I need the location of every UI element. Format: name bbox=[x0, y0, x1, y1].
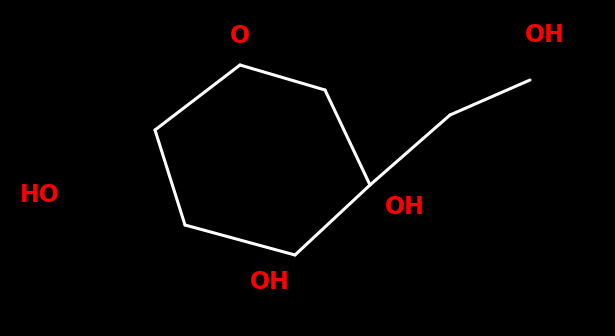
Text: OH: OH bbox=[250, 270, 290, 294]
Text: HO: HO bbox=[20, 183, 60, 207]
Text: OH: OH bbox=[385, 195, 425, 219]
Text: OH: OH bbox=[525, 23, 565, 47]
Text: O: O bbox=[230, 24, 250, 48]
